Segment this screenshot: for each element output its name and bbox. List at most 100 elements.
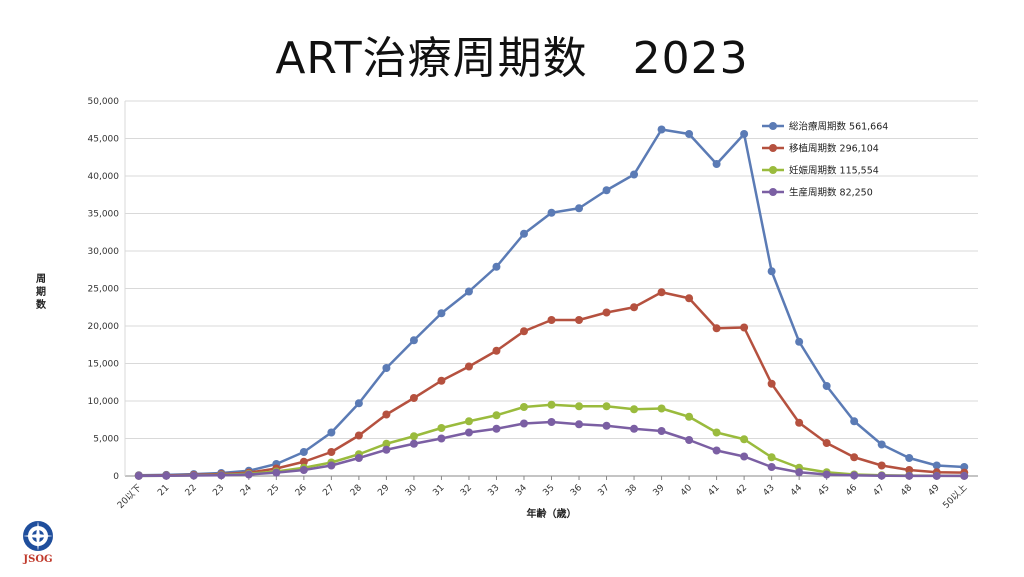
- data-point: [354, 399, 363, 408]
- legend-marker: [769, 122, 777, 130]
- x-tick-label: 32: [459, 483, 474, 498]
- y-tick-label: 10,000: [88, 397, 120, 407]
- x-tick-label: 23: [211, 483, 226, 498]
- y-tick-label: 25,000: [88, 285, 120, 295]
- data-point: [657, 427, 666, 435]
- data-point: [492, 346, 501, 355]
- x-tick-label: 28: [349, 483, 364, 498]
- legend: 総治療周期数 561,664 移植周期数 296,104 妊娠周期数 115,554…: [762, 121, 888, 199]
- data-point: [519, 327, 528, 336]
- data-point: [409, 336, 418, 345]
- series-1: [134, 125, 969, 480]
- data-point: [437, 309, 446, 318]
- x-tick-label: 21: [156, 483, 171, 498]
- y-tick-label: 20,000: [88, 322, 120, 332]
- data-point: [740, 435, 749, 444]
- x-tick-label: 38: [624, 483, 639, 498]
- data-point: [767, 463, 776, 471]
- data-point: [464, 362, 473, 371]
- data-point: [740, 130, 749, 138]
- y-axis-title: 周期数: [36, 273, 47, 311]
- data-point: [630, 405, 639, 414]
- legend-label: 総治療周期数 561,664: [789, 121, 888, 133]
- y-tick-label: 40,000: [88, 172, 120, 182]
- data-point: [299, 457, 308, 466]
- legend-marker: [769, 166, 777, 174]
- data-point: [547, 400, 556, 409]
- data-point: [822, 382, 831, 390]
- legend-entry: 移植周期数 296,104: [762, 143, 879, 155]
- legend-entry: 妊娠周期数 115,554: [762, 165, 879, 177]
- data-point: [492, 411, 501, 420]
- legend-entry: 総治療周期数 561,664: [762, 121, 888, 133]
- x-tick-label: 40: [679, 483, 694, 498]
- data-point: [685, 294, 694, 303]
- logo-text: JSOG: [23, 554, 53, 565]
- x-tick-label: 30: [404, 483, 419, 498]
- data-point: [960, 471, 969, 480]
- data-point: [822, 439, 831, 447]
- data-point: [382, 445, 391, 454]
- x-tick-label: 22: [184, 483, 199, 498]
- data-point: [657, 404, 666, 413]
- x-tick-label: 44: [789, 483, 804, 498]
- legend-label: 生産周期数 82,250: [789, 187, 873, 199]
- data-point: [575, 316, 584, 324]
- data-point: [134, 471, 143, 480]
- data-point: [492, 262, 501, 271]
- data-point: [602, 421, 611, 430]
- x-tick-label: 39: [652, 483, 667, 498]
- legend-marker: [769, 144, 777, 152]
- data-point: [217, 471, 226, 480]
- data-point: [712, 428, 721, 437]
- data-point: [327, 461, 336, 470]
- x-tick-label: 50以上: [941, 482, 970, 511]
- data-point: [299, 448, 308, 456]
- legend-entry: 生産周期数 82,250: [762, 187, 873, 199]
- data-point: [795, 418, 804, 427]
- x-tick-label: 42: [734, 483, 749, 498]
- data-point: [850, 417, 859, 426]
- y-tick-label: 5,000: [93, 435, 119, 445]
- data-point: [740, 452, 749, 461]
- y-tick-label: 45,000: [88, 135, 120, 145]
- x-tick-label: 25: [266, 483, 281, 498]
- data-point: [409, 394, 418, 402]
- data-point: [575, 402, 584, 411]
- data-point: [409, 432, 418, 441]
- data-point: [905, 471, 914, 480]
- y-tick-label: 15,000: [88, 360, 120, 370]
- legend-marker: [769, 188, 777, 196]
- data-point: [932, 471, 941, 480]
- data-point: [244, 470, 253, 479]
- data-point: [630, 424, 639, 433]
- data-point: [464, 417, 473, 426]
- x-tick-label: 29: [376, 483, 391, 498]
- data-point: [547, 418, 556, 426]
- data-point: [767, 379, 776, 388]
- data-point: [382, 410, 391, 419]
- data-point: [932, 461, 941, 470]
- data-point: [685, 412, 694, 421]
- data-point: [767, 453, 776, 462]
- data-point: [877, 461, 886, 470]
- x-tick-label: 48: [899, 483, 914, 498]
- data-point: [327, 448, 336, 456]
- data-point: [492, 424, 501, 433]
- y-tick-label: 30,000: [88, 247, 120, 257]
- y-tick-label: 35,000: [88, 210, 120, 220]
- y-tick-label: 50,000: [88, 97, 120, 107]
- data-point: [657, 125, 666, 134]
- data-point: [464, 287, 473, 296]
- data-point: [877, 440, 886, 449]
- data-point: [547, 316, 556, 324]
- x-tick-label: 27: [321, 483, 336, 498]
- data-point: [630, 170, 639, 179]
- data-point: [464, 428, 473, 437]
- data-point: [960, 463, 969, 471]
- jsog-logo: [23, 521, 53, 551]
- x-tick-label: 24: [239, 483, 254, 498]
- axis-titles: 年齢（歳） 周期数: [36, 273, 577, 520]
- data-point: [519, 419, 528, 428]
